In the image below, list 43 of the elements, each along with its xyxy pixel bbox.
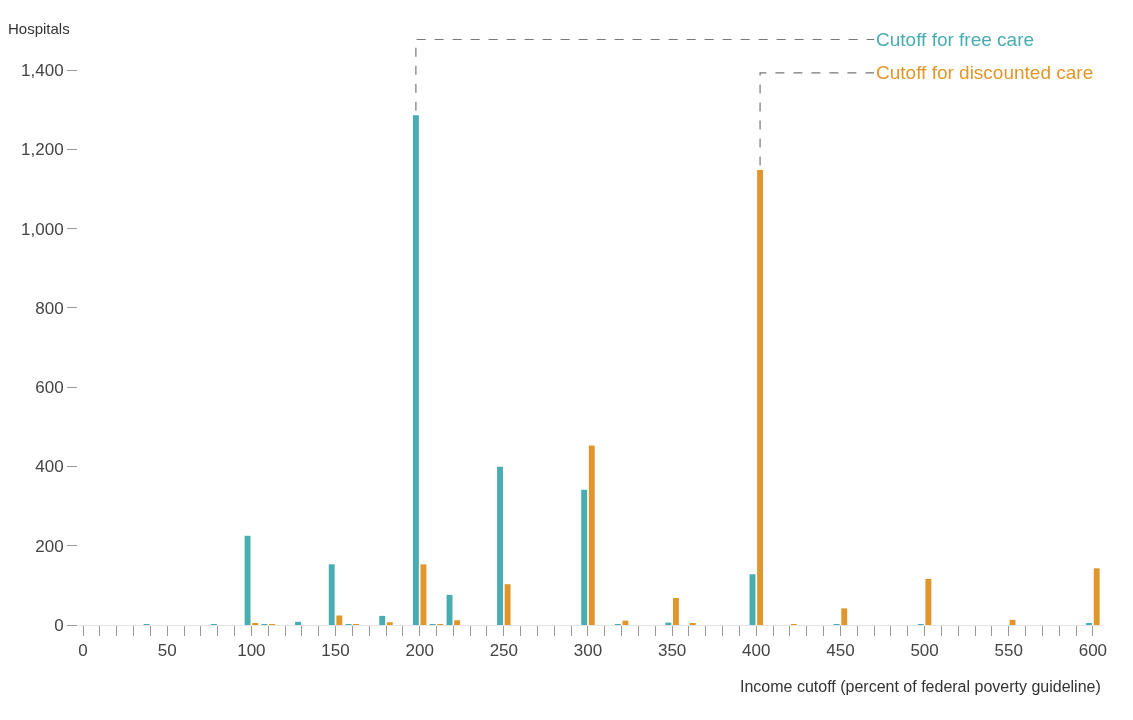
x-tick-label: 200 xyxy=(405,641,434,661)
x-tick-label: 550 xyxy=(994,641,1023,661)
bar xyxy=(412,115,419,625)
x-tick-label: 600 xyxy=(1078,641,1108,661)
y-tick-label: 400 xyxy=(35,457,64,477)
text: Cutoff for discounted care xyxy=(876,62,1094,83)
x-tick-label: 300 xyxy=(573,641,603,661)
bar xyxy=(328,564,335,625)
x-tick-label: 100 xyxy=(237,641,266,661)
y-tick-label: 0 xyxy=(54,615,64,635)
x-tick-label: 400 xyxy=(742,641,771,661)
y-axis-title: Hospitals xyxy=(8,20,70,37)
bar xyxy=(497,466,503,625)
text: Cutoff for free care xyxy=(876,29,1035,50)
bar xyxy=(841,608,848,625)
bar xyxy=(925,579,932,625)
bar xyxy=(379,615,386,625)
x-tick-label: 50 xyxy=(157,641,177,661)
y-tick-label: 200 xyxy=(35,536,64,556)
x-tick-label: 500 xyxy=(910,641,939,661)
bar xyxy=(295,621,302,625)
bar xyxy=(386,622,393,625)
bar xyxy=(244,535,251,625)
bar xyxy=(672,598,679,625)
bar xyxy=(581,489,588,625)
bar xyxy=(1093,568,1100,625)
bar xyxy=(622,620,629,625)
x-tick-label: 350 xyxy=(657,641,687,661)
y-tick-label: 600 xyxy=(35,378,64,398)
bar xyxy=(588,445,595,625)
y-tick-label: 1,000 xyxy=(21,219,64,239)
x-tick-label: 150 xyxy=(321,641,350,661)
x-tick-label: 450 xyxy=(826,641,855,661)
x-tick-label: 250 xyxy=(489,641,519,661)
bar xyxy=(454,620,461,625)
x-tick-label: 0 xyxy=(78,641,88,661)
bar xyxy=(336,615,343,625)
y-tick-label: 1,400 xyxy=(21,60,64,80)
x-axis-title: Income cutoff (percent of federal poverty guideline) xyxy=(740,678,1101,695)
y-tick-label: 1,200 xyxy=(21,140,64,160)
bar xyxy=(504,584,511,625)
bar xyxy=(757,169,764,625)
y-tick-label: 800 xyxy=(35,298,64,318)
